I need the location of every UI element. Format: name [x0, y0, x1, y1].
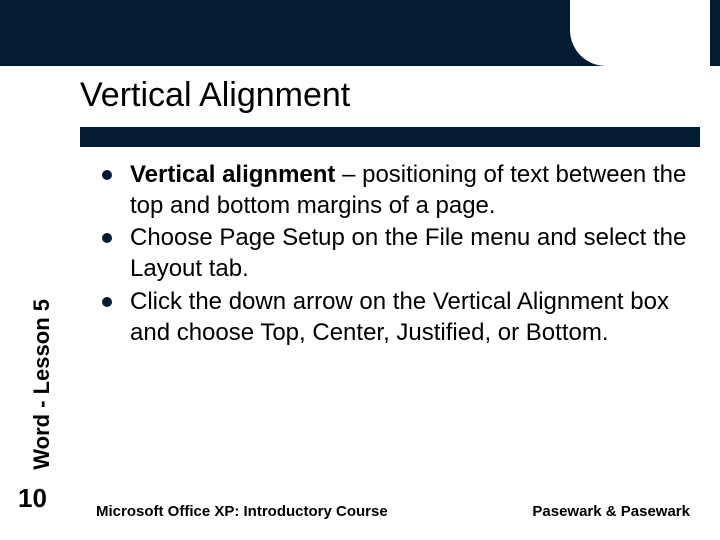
footer-right: Pasewark & Pasewark	[532, 503, 690, 520]
footer: Microsoft Office XP: Introductory Course…	[96, 503, 690, 520]
slide-title: Vertical Alignment	[80, 76, 700, 123]
bullet-text: Click the down arrow on the Vertical Ali…	[130, 288, 669, 346]
bullet-list: Vertical alignment – positioning of text…	[96, 160, 690, 348]
list-item: Choose Page Setup on the File menu and s…	[96, 223, 690, 284]
header-band	[0, 0, 720, 66]
title-area: Vertical Alignment	[80, 66, 700, 147]
bullet-text: Choose Page Setup on the File menu and s…	[130, 224, 686, 282]
title-underline-bar	[80, 127, 700, 147]
bullet-bold-run: Vertical alignment	[130, 161, 335, 188]
list-item: Vertical alignment – positioning of text…	[96, 160, 690, 221]
content-area: Vertical alignment – positioning of text…	[96, 160, 690, 470]
page-number: 10	[18, 483, 47, 514]
list-item: Click the down arrow on the Vertical Ali…	[96, 287, 690, 348]
header-notch	[570, 0, 710, 66]
sidebar: Word - Lesson 5	[18, 160, 66, 470]
footer-left: Microsoft Office XP: Introductory Course	[96, 503, 388, 520]
sidebar-label: Word - Lesson 5	[29, 299, 55, 470]
